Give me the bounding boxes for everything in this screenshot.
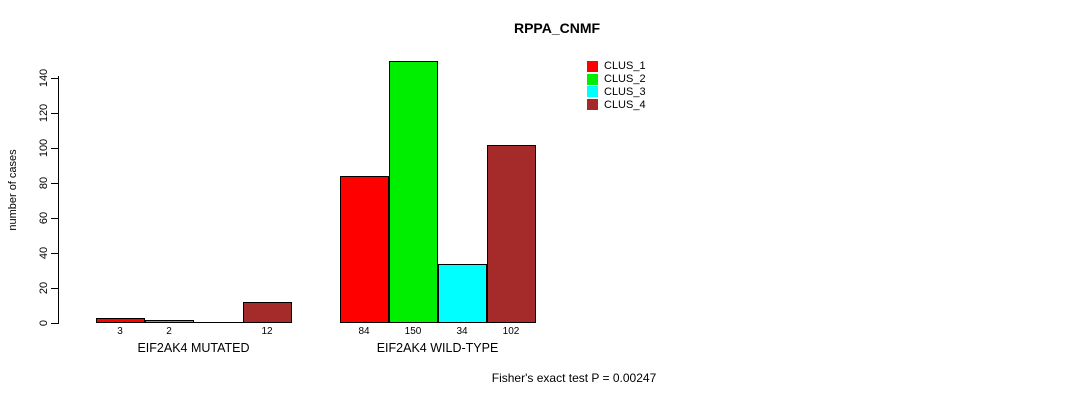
bar-value-label: 2 xyxy=(166,326,172,337)
y-tick-80 xyxy=(51,182,59,184)
group-label-1: EIF2AK4 MUTATED xyxy=(137,341,250,355)
legend-row-clus_3: CLUS_3 xyxy=(587,86,646,99)
y-tick-label-140: 140 xyxy=(38,68,50,88)
y-axis-title: number of cases xyxy=(7,149,19,231)
y-tick-label-100: 100 xyxy=(38,138,50,158)
legend: CLUS_1 CLUS_2 CLUS_3 CLUS_4 xyxy=(587,60,646,111)
fisher-test-annotation: Fisher's exact test P = 0.00247 xyxy=(491,371,657,385)
legend-swatch-clus_1 xyxy=(587,60,598,72)
y-tick-label-60: 60 xyxy=(38,211,50,225)
y-tick-60 xyxy=(51,217,59,219)
group-label-2: EIF2AK4 WILD-TYPE xyxy=(376,341,499,355)
y-tick-label-20: 20 xyxy=(38,281,50,295)
y-tick-100 xyxy=(51,147,59,149)
y-tick-label-120: 120 xyxy=(38,103,50,123)
bar-value-label: 150 xyxy=(404,326,422,337)
y-tick-40 xyxy=(51,252,59,254)
bar-value-label: 34 xyxy=(456,326,468,337)
bar-clus_1 xyxy=(95,317,145,323)
bar-zero-clus_3 xyxy=(193,322,243,323)
legend-swatch-clus_4 xyxy=(587,99,598,111)
y-tick-label-0: 0 xyxy=(38,319,50,327)
legend-row-clus_2: CLUS_2 xyxy=(587,73,646,86)
y-axis-line xyxy=(58,76,59,323)
y-tick-140 xyxy=(51,77,59,79)
bar-clus_4 xyxy=(486,144,536,323)
legend-label-clus_3: CLUS_3 xyxy=(604,85,646,98)
bar-clus_1 xyxy=(339,176,389,323)
bar-value-label: 3 xyxy=(117,326,123,337)
bar-clus_4 xyxy=(242,302,292,323)
bar-value-label: 84 xyxy=(358,326,370,337)
bar-clus_2 xyxy=(388,60,438,323)
bar-value-label: 12 xyxy=(261,326,273,337)
y-tick-120 xyxy=(51,112,59,114)
y-tick-0 xyxy=(51,322,59,324)
y-tick-label-80: 80 xyxy=(38,176,50,190)
legend-swatch-clus_2 xyxy=(587,73,598,85)
legend-label-clus_1: CLUS_1 xyxy=(604,60,646,73)
legend-label-clus_4: CLUS_4 xyxy=(604,98,646,111)
bar-value-label: 102 xyxy=(502,326,520,337)
legend-row-clus_4: CLUS_4 xyxy=(587,98,646,111)
legend-swatch-clus_3 xyxy=(587,86,598,98)
y-tick-20 xyxy=(51,287,59,289)
legend-row-clus_1: CLUS_1 xyxy=(587,60,646,73)
chart-title: RPPA_CNMF xyxy=(513,20,601,36)
y-tick-label-40: 40 xyxy=(38,246,50,260)
bar-clus_3 xyxy=(437,263,487,323)
bar-clus_2 xyxy=(144,319,194,323)
legend-label-clus_2: CLUS_2 xyxy=(604,73,646,86)
